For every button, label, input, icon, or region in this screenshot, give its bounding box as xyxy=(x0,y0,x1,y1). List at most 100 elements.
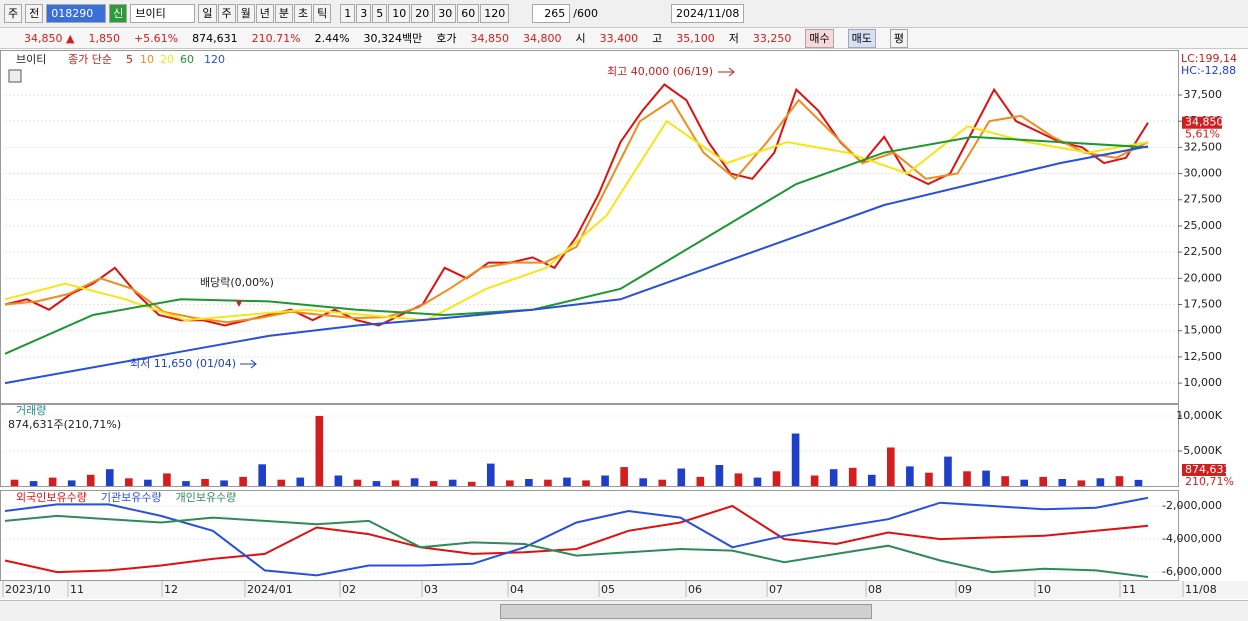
annotation-high: 최고 40,000 (06/19) xyxy=(607,65,713,78)
legend-entry: 외국인보유수량 xyxy=(16,491,87,504)
volume-bar xyxy=(753,477,762,486)
turnover: 2.44% xyxy=(314,31,350,45)
scroll-thumb[interactable] xyxy=(500,604,872,619)
volume-bar xyxy=(1115,476,1124,486)
max-bars: /600 xyxy=(573,7,598,20)
time-label: 2024/01 xyxy=(247,583,293,596)
y-tick-label: 32,500 xyxy=(1184,140,1223,153)
stock-name[interactable]: 브이티 xyxy=(130,4,196,23)
amount: 30,324백만 xyxy=(363,32,423,45)
count-button[interactable]: 1 xyxy=(340,4,356,23)
hc: HC:-12,88 xyxy=(1181,64,1236,77)
period-button[interactable]: 틱 xyxy=(313,4,332,23)
period-button[interactable]: 주 xyxy=(217,4,236,23)
time-label: 2023/10 xyxy=(5,583,51,596)
vol-rate: 210.71% xyxy=(251,31,301,45)
volume-bar xyxy=(848,467,857,486)
code[interactable]: 018290 xyxy=(46,4,107,23)
y-tick-label: -2,000,000 xyxy=(1162,499,1222,512)
volume-bar xyxy=(563,477,571,486)
count-button[interactable]: 30 xyxy=(434,4,457,23)
series-line xyxy=(4,119,1149,322)
count-button[interactable]: 3 xyxy=(356,4,372,23)
legend-entry: 5 xyxy=(126,53,133,66)
sell[interactable]: 매도 xyxy=(847,28,876,48)
count-button[interactable]: 120 xyxy=(480,4,510,23)
panel-frame xyxy=(0,404,1179,487)
time-label: 02 xyxy=(342,583,356,596)
volume-bar xyxy=(925,472,933,486)
y-tick-label: 37,500 xyxy=(1184,88,1223,101)
ask: 34,850 xyxy=(470,31,510,45)
y-tick-label: -6,000,000 xyxy=(1162,565,1222,578)
period-button[interactable]: 초 xyxy=(294,4,313,23)
volume-bar xyxy=(67,480,76,486)
volume-bar xyxy=(734,473,743,486)
y-tick-label: 17,500 xyxy=(1184,298,1223,311)
price-tag-label: 34,850 xyxy=(1185,116,1224,129)
volume-bar xyxy=(620,467,628,486)
volume-bar xyxy=(544,479,552,486)
count-button[interactable]: 20 xyxy=(411,4,434,23)
volume-bar xyxy=(220,480,228,486)
volume-bar xyxy=(315,416,324,486)
volume-bar xyxy=(182,481,190,486)
buy[interactable]: 매수 xyxy=(805,28,834,48)
annotation-low: 최저 11,650 (01/04) xyxy=(130,357,236,370)
info-bar: 34,850 ▲ 1,850 +5.61% 874,631 210.71% 2.… xyxy=(0,28,1248,49)
y-tick-label: 27,500 xyxy=(1184,193,1223,206)
y-tick-label: 12,500 xyxy=(1184,350,1223,363)
market[interactable]: 주 xyxy=(4,4,23,23)
volume-bar xyxy=(296,477,305,486)
open: 33,400 xyxy=(599,31,639,45)
volume-bar xyxy=(677,468,686,486)
change: 1,850 xyxy=(88,31,120,45)
legend-label: 종가 단순 xyxy=(68,53,112,66)
volume-tag xyxy=(1182,464,1226,476)
date[interactable]: 2024/11/08 xyxy=(670,4,745,23)
legend-entry: 20 xyxy=(160,53,174,66)
series-line xyxy=(4,504,1149,574)
count-button[interactable]: 5 xyxy=(372,4,388,23)
volume-bar xyxy=(258,464,266,486)
volume-bar xyxy=(277,479,286,486)
count-button[interactable]: 60 xyxy=(457,4,480,23)
volume-bar xyxy=(810,475,819,486)
y-tick-label: -4,000,000 xyxy=(1162,532,1222,545)
period-button[interactable]: 월 xyxy=(236,4,255,23)
bars[interactable]: 265 xyxy=(532,4,571,23)
y-tick-label: 20,000 xyxy=(1184,271,1223,284)
y-tick-label: 10,000 xyxy=(1184,376,1223,389)
high-label: 고 xyxy=(652,32,663,45)
volume-bar xyxy=(639,478,647,486)
volume-bar xyxy=(144,479,152,486)
volume-bar xyxy=(429,481,438,486)
prev[interactable]: 전 xyxy=(25,4,44,23)
volume-bar xyxy=(86,474,95,486)
annotation-dividend: 배당락(0,00%) xyxy=(200,276,274,289)
price-tag xyxy=(1182,116,1222,129)
time-label: 11 xyxy=(70,583,84,596)
volume-bar xyxy=(1077,480,1086,486)
badge: 신 xyxy=(109,4,128,23)
volume-bar xyxy=(1020,479,1028,486)
panel-frame xyxy=(0,490,1179,581)
legend-entry: 개인보유수량 xyxy=(176,491,237,504)
period-button[interactable]: 일 xyxy=(198,4,217,23)
period-button[interactable]: 분 xyxy=(274,4,293,23)
rate: +5.61% xyxy=(133,31,179,45)
count-button[interactable]: 10 xyxy=(388,4,411,23)
avg[interactable]: 평 xyxy=(889,28,909,48)
volume-bar xyxy=(715,465,724,486)
volume-bar xyxy=(105,469,114,486)
legend-entry: 10 xyxy=(140,53,154,66)
volume-bar xyxy=(1001,476,1009,486)
low: 33,250 xyxy=(752,31,792,45)
time-label: 07 xyxy=(769,583,783,596)
series-line xyxy=(4,145,1149,385)
scrollbar[interactable] xyxy=(0,600,1248,621)
panel-subtitle: 874,631주(210,71%) xyxy=(8,418,121,431)
period-button[interactable]: 년 xyxy=(255,4,274,23)
